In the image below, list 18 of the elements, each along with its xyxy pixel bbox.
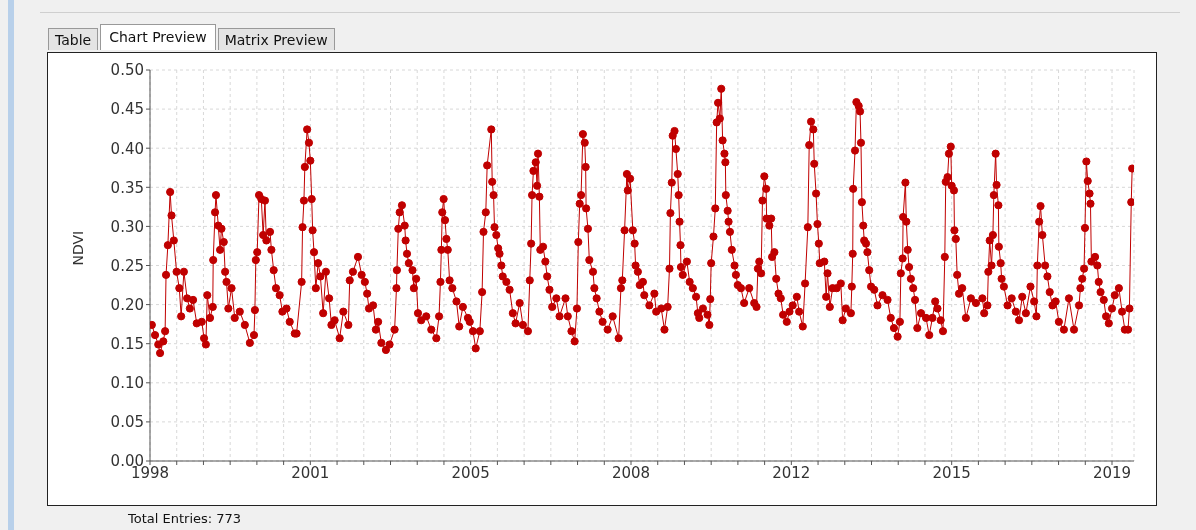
y-tick-label: 0.30 (110, 217, 144, 236)
y-tick-label: 0.40 (110, 139, 144, 158)
y-tick-label: 0.20 (110, 295, 144, 314)
y-axis-title: NDVI (69, 230, 86, 266)
y-tick-label: 0.10 (110, 374, 144, 393)
y-tick-label: 0.45 (110, 100, 144, 119)
x-tick-label: 2005 (451, 463, 490, 482)
x-tick-label: 2012 (772, 463, 811, 482)
y-tick-label: 0.50 (110, 61, 144, 80)
x-tick-label: 2019 (1092, 463, 1132, 482)
x-tick-label: 2001 (291, 463, 330, 482)
y-tick-label: 0.15 (110, 335, 144, 354)
text: Total Entries: 773 (128, 511, 242, 526)
y-tick-label: 0.35 (110, 178, 144, 197)
y-tick-label: 0.05 (110, 413, 144, 432)
x-tick-label: 2008 (611, 463, 651, 482)
x-tick-label: 2015 (932, 463, 971, 482)
y-tick-label: 0.25 (110, 256, 144, 275)
